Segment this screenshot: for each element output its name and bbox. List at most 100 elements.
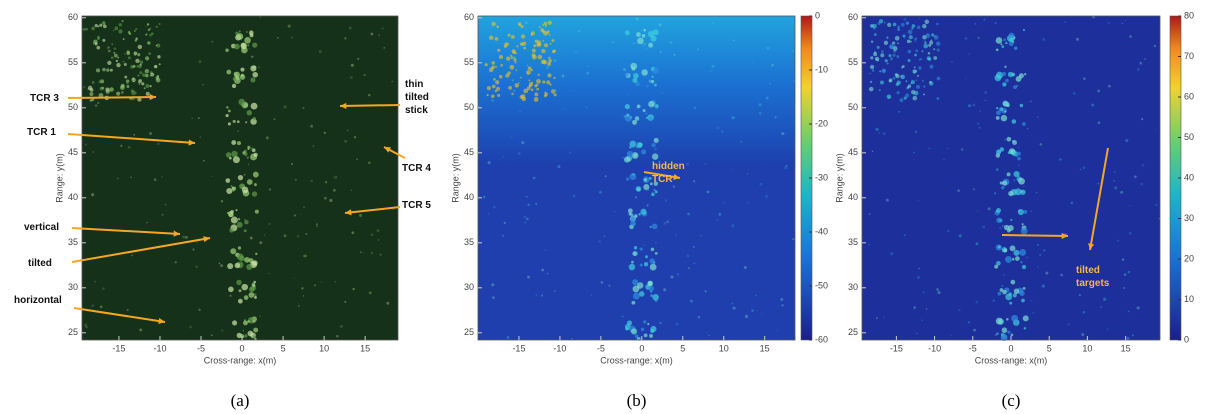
image-speckle <box>1002 82 1007 87</box>
image-speckle <box>696 48 699 51</box>
image-speckle <box>993 192 997 195</box>
y-tick-label: 45 <box>464 147 474 157</box>
image-speckle <box>252 320 256 324</box>
y-tick-label: 25 <box>464 327 474 337</box>
image-speckle <box>1002 289 1007 295</box>
image-speckle <box>1091 103 1095 107</box>
image-speckle <box>547 62 552 66</box>
image-speckle <box>238 30 241 33</box>
annotation-arrow <box>67 96 157 99</box>
image-speckle <box>692 180 696 183</box>
image-speckle <box>923 43 929 49</box>
image-speckle <box>916 332 918 335</box>
annotation-arrow <box>71 227 181 235</box>
image-speckle <box>792 238 795 241</box>
image-speckle <box>486 86 491 91</box>
image-speckle <box>872 27 876 30</box>
image-speckle <box>236 120 240 123</box>
image-speckle <box>145 91 150 96</box>
image-speckle <box>527 275 531 279</box>
image-speckle <box>649 263 657 271</box>
image-speckle <box>512 55 516 59</box>
image-speckle <box>766 46 770 50</box>
image-speckle <box>923 85 926 88</box>
x-tick-label: -10 <box>928 343 941 353</box>
image-speckle <box>128 32 132 36</box>
image-speckle <box>977 36 980 39</box>
image-speckle <box>142 73 146 77</box>
image-speckle <box>91 26 95 31</box>
image-speckle <box>936 48 940 52</box>
x-tick-label: 15 <box>760 343 770 353</box>
image-speckle <box>491 84 496 89</box>
image-speckle <box>1019 103 1024 108</box>
image-speckle <box>643 178 648 182</box>
image-speckle <box>673 33 677 36</box>
y-tick-label: 35 <box>68 237 78 247</box>
image-speckle <box>1010 333 1014 337</box>
image-speckle <box>549 42 552 45</box>
image-speckle <box>922 34 927 40</box>
image-speckle <box>247 44 250 47</box>
image-speckle <box>149 84 152 88</box>
image-speckle <box>793 80 795 83</box>
annotation: hidden TCR <box>652 161 685 185</box>
image-speckle <box>82 28 86 31</box>
image-speckle <box>257 66 260 69</box>
image-speckle <box>196 241 198 244</box>
image-speckle <box>245 30 248 33</box>
image-speckle <box>906 39 911 44</box>
image-speckle <box>1134 175 1137 179</box>
annotation: TCR 4 <box>402 163 431 174</box>
image-speckle <box>124 75 128 79</box>
image-speckle <box>150 72 155 77</box>
image-speckle <box>997 245 1001 249</box>
image-speckle <box>928 57 932 61</box>
image-speckle <box>670 275 674 279</box>
image-speckle <box>241 186 249 194</box>
image-speckle <box>663 222 667 225</box>
image-speckle <box>946 147 949 150</box>
image-speckle <box>1007 151 1011 155</box>
image-speckle <box>547 73 552 78</box>
image-speckle <box>211 175 213 178</box>
image-speckle <box>525 21 528 24</box>
image-speckle <box>890 252 894 256</box>
image-speckle <box>231 140 237 146</box>
image-speckle <box>137 44 143 50</box>
image-speckle <box>94 104 98 107</box>
image-speckle <box>1022 286 1026 290</box>
image-speckle <box>537 54 543 60</box>
image-speckle <box>632 279 639 286</box>
image-speckle <box>1121 258 1125 261</box>
annotation-arrow <box>344 206 401 214</box>
image-speckle <box>648 100 655 108</box>
image-speckle <box>98 80 102 84</box>
image-speckle <box>525 195 528 198</box>
image-speckle <box>903 17 907 21</box>
image-speckle <box>231 150 238 158</box>
image-speckle <box>297 305 300 307</box>
image-speckle <box>871 150 874 153</box>
image-speckle <box>89 88 94 92</box>
image-speckle <box>635 17 639 21</box>
image-speckle <box>640 327 645 332</box>
image-speckle <box>1023 73 1027 76</box>
image-speckle <box>638 291 645 297</box>
image-speckle <box>1141 117 1144 121</box>
image-speckle <box>1078 293 1082 297</box>
image-speckle <box>972 103 976 107</box>
image-speckle <box>661 92 664 94</box>
image-speckle <box>513 89 516 92</box>
image-speckle <box>156 43 161 48</box>
image-speckle <box>643 333 648 338</box>
image-speckle <box>635 186 642 192</box>
image-speckle <box>516 45 519 48</box>
image-speckle <box>91 81 95 84</box>
image-speckle <box>173 229 175 232</box>
colorbar-tick-label: -30 <box>815 172 828 182</box>
image-speckle <box>502 156 505 158</box>
image-speckle <box>1006 172 1011 177</box>
image-speckle <box>996 260 1001 266</box>
image-speckle <box>650 325 657 332</box>
